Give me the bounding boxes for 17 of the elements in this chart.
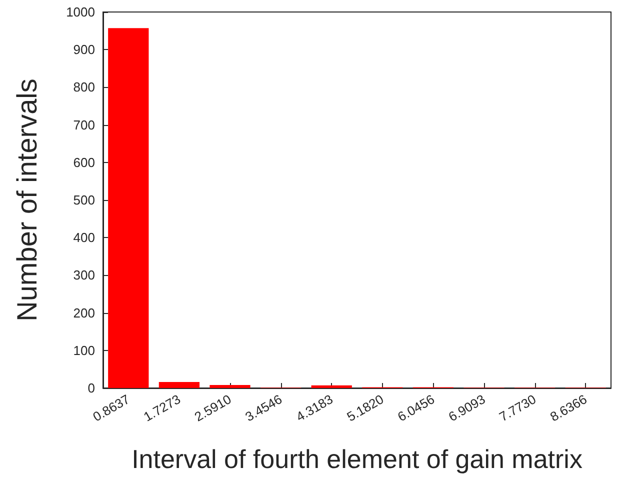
y-tick-label: 700	[73, 117, 95, 132]
y-tick-label: 1000	[66, 4, 95, 20]
y-tick-label: 300	[73, 268, 95, 283]
y-tick-label: 600	[73, 154, 95, 170]
y-tick-label: 500	[73, 192, 95, 208]
bar	[311, 385, 352, 388]
x-axis-title: Interval of fourth element of gain matrix	[132, 444, 582, 474]
y-tick-label: 800	[73, 80, 95, 95]
y-tick-label: 400	[73, 230, 95, 246]
y-tick-label: 100	[73, 342, 95, 358]
y-axis-title: Number of intervals	[12, 78, 42, 322]
bar	[108, 28, 149, 388]
bar	[210, 384, 250, 388]
bar	[158, 382, 200, 388]
y-tick-label: 0	[88, 380, 95, 396]
y-tick-label: 200	[73, 305, 95, 320]
y-tick-label: 900	[73, 42, 95, 58]
